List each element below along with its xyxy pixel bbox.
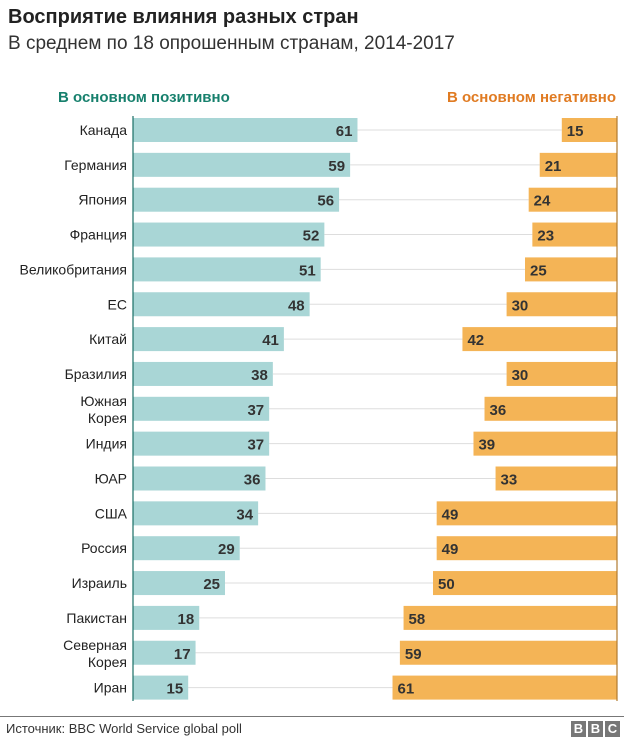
bar-positive [133, 675, 189, 700]
legend-negative: В основном негативно [446, 89, 616, 106]
bar-positive [133, 466, 266, 491]
data-label-negative: 39 [478, 437, 495, 454]
bar-positive [133, 640, 196, 665]
data-label-negative: 21 [545, 158, 562, 175]
bar-positive [133, 571, 225, 596]
category-label: Бразилия [65, 366, 127, 382]
data-label-negative: 36 [490, 402, 507, 419]
data-label-positive: 37 [247, 437, 264, 454]
category-label: Россия [81, 540, 127, 556]
category-label: Германия [64, 157, 127, 173]
bar-negative [436, 536, 617, 561]
bar-positive [133, 292, 310, 317]
bar-negative [392, 675, 617, 700]
data-label-negative: 33 [501, 472, 518, 489]
bar-positive [133, 396, 270, 421]
data-label-positive: 41 [262, 332, 279, 349]
data-label-positive: 51 [299, 262, 316, 279]
data-label-negative: 30 [512, 367, 529, 384]
bar-negative [495, 466, 617, 491]
category-label: ЮАР [95, 471, 127, 487]
bar-negative [532, 222, 617, 247]
data-label-positive: 36 [244, 472, 261, 489]
bar-negative [473, 431, 617, 456]
bar-negative [506, 361, 617, 386]
data-label-positive: 38 [251, 367, 268, 384]
data-label-negative: 15 [567, 123, 584, 140]
category-label: Северная Корея [63, 637, 127, 670]
data-label-positive: 17 [174, 646, 191, 663]
bar-negative [561, 118, 617, 142]
bar-negative [399, 640, 617, 665]
data-label-negative: 24 [534, 193, 551, 210]
category-label: ЕС [108, 296, 127, 312]
bar-negative [528, 187, 617, 212]
bar-negative [506, 292, 617, 317]
data-label-positive: 37 [247, 402, 264, 419]
data-label-negative: 25 [530, 262, 547, 279]
bar-positive [133, 605, 200, 630]
bar-negative [539, 152, 617, 177]
data-label-negative: 23 [537, 228, 554, 245]
bar-positive [133, 431, 270, 456]
bar-positive [133, 327, 284, 352]
category-label: Франция [70, 227, 127, 243]
bar-positive [133, 361, 273, 386]
category-label: Израиль [72, 575, 127, 591]
data-label-negative: 49 [442, 541, 459, 558]
category-label: Канада [80, 122, 128, 138]
data-label-positive: 52 [303, 228, 320, 245]
data-label-positive: 61 [336, 123, 353, 140]
data-label-positive: 48 [288, 297, 305, 314]
data-label-positive: 59 [328, 158, 345, 175]
data-label-negative: 49 [442, 506, 459, 523]
data-label-negative: 58 [409, 611, 426, 628]
bar-positive [133, 152, 351, 177]
data-label-negative: 59 [405, 646, 422, 663]
data-label-positive: 18 [178, 611, 195, 628]
bar-positive [133, 187, 340, 212]
data-label-negative: 30 [512, 297, 529, 314]
data-label-negative: 50 [438, 576, 455, 593]
bar-negative [433, 571, 617, 596]
bar-positive [133, 222, 325, 247]
data-label-negative: 42 [467, 332, 484, 349]
data-label-positive: 29 [218, 541, 235, 558]
chart-title: Восприятие влияния разных стран [8, 6, 359, 28]
source-note: Источник: BBC World Service global poll [6, 721, 242, 736]
bar-positive [133, 536, 240, 561]
data-label-positive: 15 [167, 681, 184, 698]
chart-subtitle: В среднем по 18 опрошенным странам, 2014… [8, 33, 455, 54]
category-label: Великобритания [19, 261, 127, 277]
data-label-positive: 56 [317, 193, 334, 210]
category-label: Китай [89, 331, 127, 347]
category-label: Пакистан [66, 610, 127, 626]
category-label: Япония [78, 192, 127, 208]
category-label: Индия [86, 436, 127, 452]
bar-positive [133, 118, 358, 142]
bar-negative [484, 396, 617, 421]
data-label-negative: 61 [398, 681, 415, 698]
bar-negative [525, 257, 617, 282]
bar-positive [133, 257, 321, 282]
category-label: Иран [94, 680, 127, 696]
bar-negative [403, 605, 617, 630]
data-label-positive: 34 [236, 506, 253, 523]
bar-positive [133, 501, 259, 526]
bar-negative [462, 327, 617, 352]
category-label: Южная Корея [80, 393, 127, 426]
bar-negative [436, 501, 617, 526]
data-label-positive: 25 [203, 576, 220, 593]
legend-positive: В основном позитивно [58, 89, 230, 106]
category-label: США [95, 505, 128, 521]
footer-divider [0, 716, 624, 717]
